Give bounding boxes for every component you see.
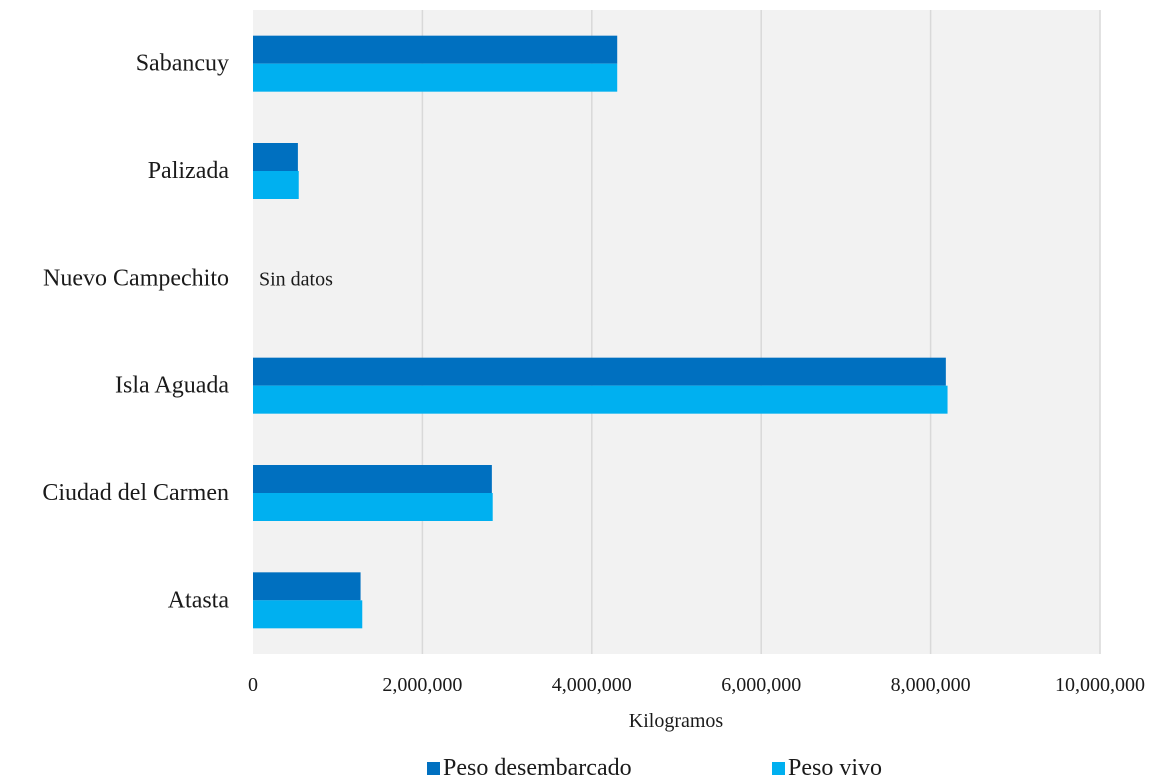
gridlines	[421, 10, 1101, 654]
bar-peso-vivo	[253, 171, 299, 199]
bar-peso-desembarcado	[253, 572, 361, 601]
category-label: Sabancuy	[136, 51, 229, 77]
bar-peso-vivo	[253, 63, 618, 92]
bar-peso-vivo	[253, 493, 493, 521]
annotations: Sin datos	[259, 268, 333, 290]
x-tick-labels: 0 2,000,000 4,000,000 6,000,000 8,000,000 10,…	[248, 674, 1145, 696]
category-label: Atasta	[168, 587, 230, 613]
x-tick-label: 8,000,000	[891, 674, 971, 696]
bar-peso-vivo	[253, 600, 363, 629]
legend-swatch	[772, 762, 785, 775]
legend-swatch	[427, 762, 440, 775]
plot-area	[253, 10, 1100, 654]
category-label: Nuevo Campechito	[43, 265, 229, 291]
bar-peso-desembarcado	[253, 143, 298, 171]
x-tick-label: 0	[248, 674, 258, 696]
x-tick-label: 6,000,000	[721, 674, 801, 696]
x-tick-label: 10,000,000	[1055, 674, 1145, 696]
no-data-annotation: Sin datos	[259, 268, 333, 290]
bar-peso-desembarcado	[253, 357, 946, 386]
legend: Peso desembarcado Peso vivo	[427, 755, 882, 781]
category-label: Ciudad del Carmen	[42, 480, 229, 506]
category-labels: Atasta Ciudad del Carmen Isla Aguada Nuevo …	[42, 51, 229, 614]
category-label: Isla Aguada	[115, 373, 229, 399]
category-label: Palizada	[148, 158, 230, 184]
legend-label: Peso vivo	[788, 755, 882, 781]
legend-label: Peso desembarcado	[443, 755, 632, 781]
bars	[253, 35, 948, 629]
x-tick-label: 2,000,000	[382, 674, 462, 696]
x-axis-title: Kilogramos	[629, 710, 724, 732]
bar-peso-desembarcado	[253, 35, 618, 64]
x-tick-label: 4,000,000	[552, 674, 632, 696]
bar-peso-desembarcado	[253, 465, 492, 493]
bar-peso-vivo	[253, 385, 948, 414]
